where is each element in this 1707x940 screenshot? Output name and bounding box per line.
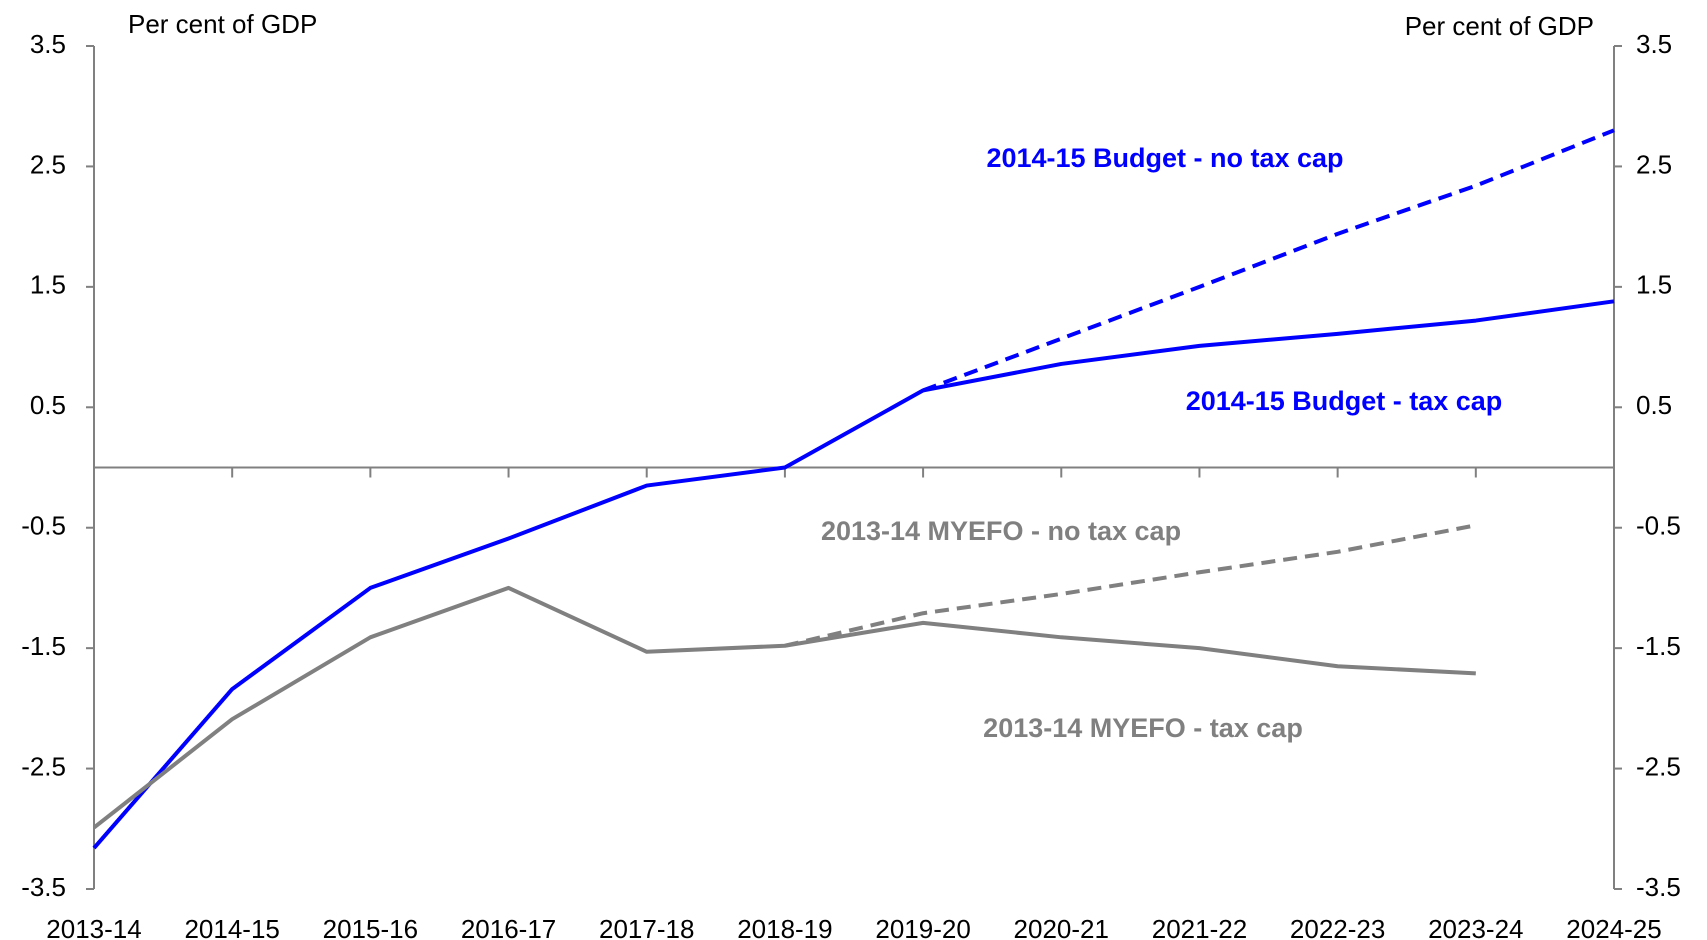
x-tick-label: 2022-23 [1290, 914, 1385, 940]
y2-tick-label: -1.5 [1636, 631, 1681, 661]
x-tick-label: 2016-17 [461, 914, 556, 940]
y2-tick-label: 3.5 [1636, 29, 1672, 59]
x-tick-label: 2024-25 [1566, 914, 1661, 940]
y-tick-label: 1.5 [30, 270, 66, 300]
y2-tick-label: -2.5 [1636, 751, 1681, 781]
series-line [922, 128, 1615, 393]
x-tick-label: 2019-20 [875, 914, 970, 940]
y-axis-label: Per cent of GDP [128, 9, 317, 39]
x-tick-label: 2018-19 [737, 914, 832, 940]
x-tick-label: 2013-14 [46, 914, 141, 940]
x-tick-label: 2020-21 [1014, 914, 1109, 940]
series-label: 2014-15 Budget - no tax cap [986, 143, 1343, 173]
y-tick-label: 0.5 [30, 390, 66, 420]
series-label: 2014-15 Budget - tax cap [1186, 386, 1503, 416]
series-line [92, 299, 1615, 850]
y2-tick-label: -3.5 [1636, 872, 1681, 902]
y2-tick-label: -0.5 [1636, 511, 1681, 541]
y2-tick-label: 2.5 [1636, 149, 1672, 179]
y-tick-label: 2.5 [30, 149, 66, 179]
y2-tick-label: 1.5 [1636, 270, 1672, 300]
series-label: 2013-14 MYEFO - no tax cap [821, 516, 1181, 546]
x-tick-label: 2014-15 [184, 914, 279, 940]
series-label: 2013-14 MYEFO - tax cap [983, 713, 1303, 743]
y2-axis-label: Per cent of GDP [1405, 11, 1594, 41]
x-tick-label: 2021-22 [1152, 914, 1247, 940]
y-tick-label: -2.5 [21, 751, 66, 781]
y-tick-label: -3.5 [21, 872, 66, 902]
x-tick-label: 2015-16 [323, 914, 418, 940]
x-tick-label: 2017-18 [599, 914, 694, 940]
series-line [784, 523, 1477, 648]
y-tick-label: -1.5 [21, 631, 66, 661]
y-tick-label: -0.5 [21, 511, 66, 541]
series-line [92, 585, 1476, 830]
y-tick-label: 3.5 [30, 29, 66, 59]
y2-tick-label: 0.5 [1636, 390, 1672, 420]
x-tick-label: 2023-24 [1428, 914, 1523, 940]
